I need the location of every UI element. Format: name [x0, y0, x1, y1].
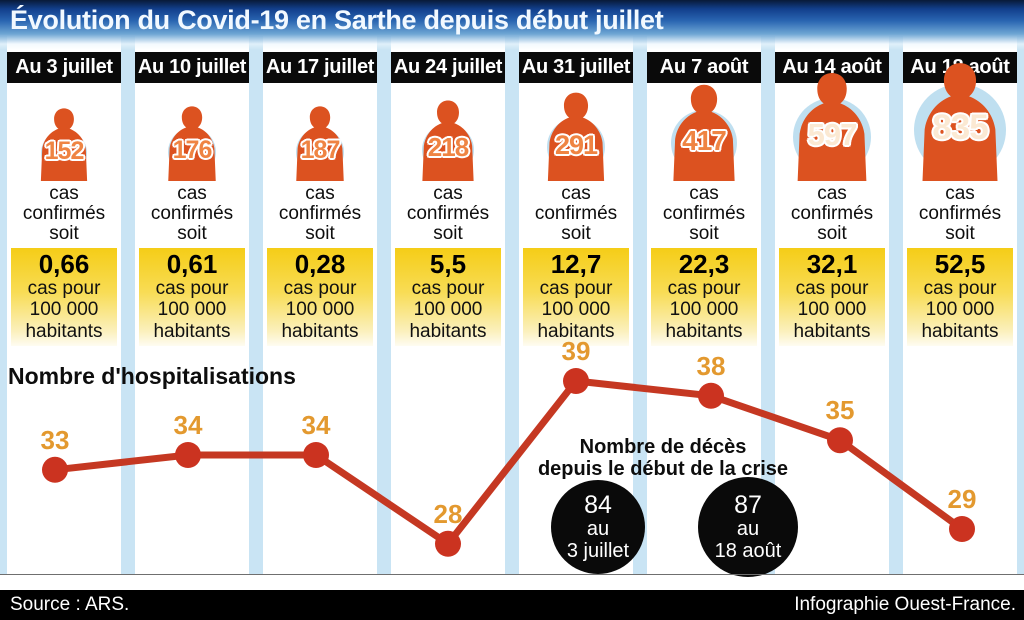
column-week-8: Au 18 août 835 cas confirmés soit 52,5 c… [896, 52, 1024, 346]
page-title: Évolution du Covid-19 en Sarthe depuis d… [10, 5, 664, 35]
figure-area: 218 [384, 83, 512, 181]
deaths-date: au 3 juillet [566, 518, 630, 563]
date-header: Au 31 juillet [519, 52, 633, 83]
date-header: Au 10 juillet [135, 52, 249, 83]
date-header: Au 17 juillet [263, 52, 377, 83]
rate-value: 32,1 [806, 248, 858, 279]
figure-area: 152 [0, 83, 128, 181]
cases-count: 218 [427, 132, 469, 162]
confirmed-label: cas confirmés soit [406, 183, 490, 244]
rate-label: cas pour 100 000 habitants [665, 278, 743, 342]
title-bar: Évolution du Covid-19 en Sarthe depuis d… [0, 0, 1024, 50]
column-week-6: Au 7 août 417 cas confirmés soit 22,3 ca… [640, 52, 768, 346]
person-silhouette-icon [673, 84, 735, 181]
column-week-1: Au 3 juillet 152 cas confirmés soit 0,66… [0, 52, 128, 346]
confirmed-label: cas confirmés soit [918, 183, 1002, 244]
rate-label: cas pour 100 000 habitants [153, 278, 231, 342]
confirmed-label: cas confirmés soit [22, 183, 106, 244]
deaths-count: 84 [584, 490, 612, 519]
cases-count: 176 [172, 136, 213, 164]
date-header: Au 3 juillet [7, 52, 121, 83]
rate-value: 0,61 [166, 248, 218, 279]
person-silhouette-icon [40, 108, 88, 181]
footer-bar: Source : ARS. Infographie Ouest-France. [0, 590, 1024, 620]
confirmed-label: cas confirmés soit [790, 183, 874, 244]
rate-value: 52,5 [934, 248, 986, 279]
confirmed-label: cas confirmés soit [150, 183, 234, 244]
column-week-3: Au 17 juillet 187 cas confirmés soit 0,2… [256, 52, 384, 346]
person-silhouette-icon [547, 92, 605, 181]
deaths-title: Nombre de décès depuis le début de la cr… [537, 436, 789, 480]
rate-box: 32,1 cas pour 100 000 habitants [779, 247, 885, 346]
person-silhouette-icon [168, 106, 216, 181]
cases-count: 187 [300, 136, 341, 164]
date-header: Au 7 août [647, 52, 761, 83]
column-week-2: Au 10 juillet 176 cas confirmés soit 0,6… [128, 52, 256, 346]
rate-label: cas pour 100 000 habitants [537, 278, 615, 342]
column-week-4: Au 24 juillet 218 cas confirmés soit 5,5… [384, 52, 512, 346]
rate-label: cas pour 100 000 habitants [793, 278, 871, 342]
rate-value: 0,66 [38, 248, 90, 279]
figure-area: 835 [896, 63, 1024, 181]
rate-box: 22,3 cas pour 100 000 habitants [651, 247, 757, 346]
weekly-columns: Au 3 juillet 152 cas confirmés soit 0,66… [0, 52, 1024, 346]
figure-area: 187 [256, 83, 384, 181]
column-week-5: Au 31 juillet 291 cas confirmés soit 12,… [512, 52, 640, 346]
deaths-count: 87 [734, 490, 762, 519]
cases-count: 835 [932, 108, 988, 147]
confirmed-label: cas confirmés soit [662, 183, 746, 244]
figure-area: 291 [512, 83, 640, 181]
date-header: Au 24 juillet [391, 52, 505, 83]
source-credit: Source : ARS. [10, 594, 130, 615]
rate-label: cas pour 100 000 habitants [409, 278, 487, 342]
column-week-7: Au 14 août 597 cas confirmés soit 32,1 c… [768, 52, 896, 346]
person-silhouette-icon [922, 63, 998, 181]
rate-label: cas pour 100 000 habitants [921, 278, 999, 342]
rate-label: cas pour 100 000 habitants [281, 278, 359, 342]
rate-box: 0,61 cas pour 100 000 habitants [139, 247, 245, 346]
rate-box: 52,5 cas pour 100 000 habitants [907, 247, 1013, 346]
rate-value: 22,3 [678, 248, 730, 279]
rate-label: cas pour 100 000 habitants [25, 278, 103, 342]
rate-value: 0,28 [294, 248, 346, 279]
rate-box: 0,28 cas pour 100 000 habitants [267, 247, 373, 346]
figure-area: 176 [128, 83, 256, 181]
confirmed-label: cas confirmés soit [278, 183, 362, 244]
cases-count: 597 [807, 117, 858, 152]
rate-value: 12,7 [550, 248, 602, 279]
rate-box: 0,66 cas pour 100 000 habitants [11, 247, 117, 346]
figure-area: 597 [768, 72, 896, 181]
deaths-badge-august: 87 au 18 août [698, 477, 798, 577]
rate-value: 5,5 [429, 248, 467, 279]
deaths-badge-july: 84 au 3 juillet [551, 480, 645, 574]
cases-count: 291 [554, 130, 598, 160]
confirmed-label: cas confirmés soit [534, 183, 618, 244]
figure-area: 417 [640, 83, 768, 181]
person-silhouette-icon [422, 100, 474, 181]
cases-count: 417 [682, 125, 727, 156]
person-silhouette-icon [296, 106, 344, 181]
rate-box: 5,5 cas pour 100 000 habitants [395, 247, 501, 346]
person-silhouette-icon [797, 72, 867, 181]
infographic-credit: Infographie Ouest-France. [794, 594, 1016, 615]
footer-divider [0, 574, 1024, 575]
hospitalizations-title: Nombre d'hospitalisations [8, 363, 296, 389]
deaths-date: au 18 août [714, 518, 782, 563]
cases-count: 152 [44, 137, 85, 165]
rate-box: 12,7 cas pour 100 000 habitants [523, 247, 629, 346]
